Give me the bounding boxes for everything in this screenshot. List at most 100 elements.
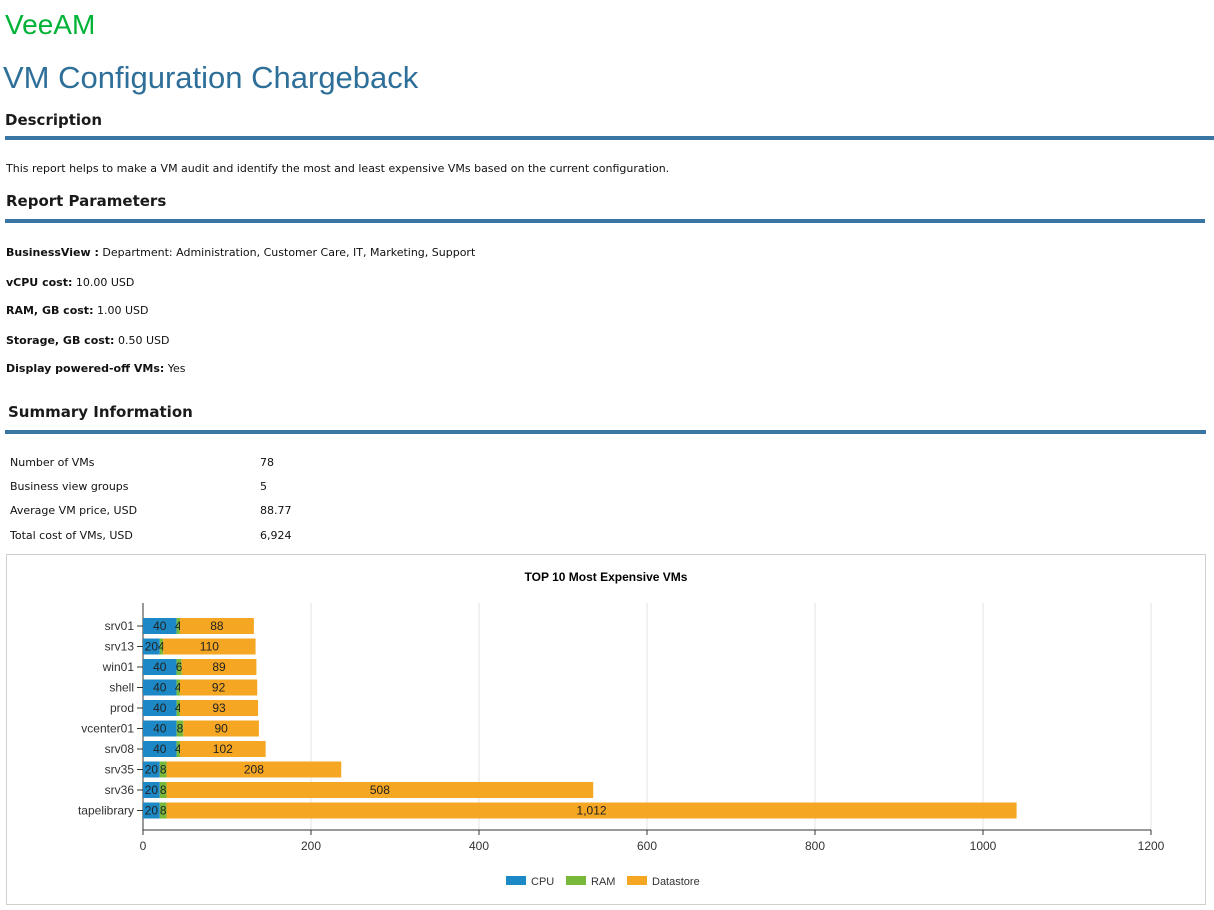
bar-segment-ram [176,720,184,737]
page-title: VM Configuration Chargeback [3,60,419,95]
bar-segment-ram [176,618,180,634]
data-label: 40 [153,619,167,633]
bar-segment-cpu [143,659,177,675]
bar-segment-cpu [143,720,177,737]
summary-divider [5,430,1206,434]
bar-segment-ram [159,782,167,798]
data-label: 4 [175,619,182,633]
x-tick-label: 600 [637,839,657,853]
category-label: shell [109,681,134,695]
summary-label: Average VM price, USD [10,504,138,517]
legend-swatch-ram [566,876,586,885]
top10-expensive-vms-chart: TOP 10 Most Expensive VMs 0 200 400 600 800 10… [78,570,1165,888]
data-label: 208 [244,763,264,777]
category-label: srv36 [105,783,135,797]
param-business-view: BusinessView : Department: Administratio… [6,246,476,259]
bar-segment-datastore [179,679,258,696]
legend-label: RAM [591,876,615,888]
bar-segment-datastore [183,720,259,737]
category-label: srv13 [105,640,135,654]
x-tick-label: 800 [805,839,825,853]
category-label: srv35 [105,763,135,777]
summary-value: 5 [260,480,267,493]
category-label: vcenter01 [81,722,134,736]
bar-segment-datastore [166,802,1017,819]
x-tick-label: 400 [469,839,489,853]
bar-segment-cpu [143,638,160,655]
data-label: 40 [153,722,167,736]
bar-segment-datastore [179,700,259,716]
x-tick-label: 1200 [1138,839,1165,853]
bar-segment-cpu [143,679,177,696]
summary-value: 6,924 [260,529,292,542]
bar-segment-cpu [143,782,160,798]
data-label: 6 [176,660,183,674]
bar-segment-cpu [143,618,177,634]
bar-segment-ram [159,761,167,778]
data-label: 89 [212,660,226,674]
summary-label: Business view groups [10,480,129,493]
data-label: 40 [153,660,167,674]
chart-title: TOP 10 Most Expensive VMs [525,570,688,584]
category-label: win01 [102,660,135,674]
veeam-logo: VeeAM [5,9,96,40]
bar-segment-cpu [143,700,177,716]
data-label: 20 [145,783,159,797]
x-tick-label: 0 [140,839,147,853]
summary-value: 78 [260,456,274,469]
legend-swatch-cpu [506,876,526,885]
report-parameters-heading: Report Parameters [6,192,167,210]
bar-segment-ram [159,638,164,655]
data-label: 8 [177,722,184,736]
data-label: 20 [145,804,159,818]
data-label: 40 [153,701,167,715]
bar-segment-datastore [166,761,342,778]
summary-label: Number of VMs [10,456,95,469]
bar-segment-cpu [143,741,177,757]
description-divider [5,136,1214,140]
report-parameters-divider [5,219,1205,223]
data-label: 93 [212,701,226,715]
data-label: 4 [175,701,182,715]
bar-segment-ram [176,741,180,757]
x-tick-label: 200 [301,839,321,853]
param-powered-off: Display powered-off VMs: Yes [6,362,186,375]
bar-segment-datastore [166,782,594,798]
category-label: srv08 [105,742,135,756]
data-label: 110 [200,640,219,654]
legend-label: CPU [531,876,554,888]
data-label: 88 [210,619,224,633]
x-tick-label: 1000 [970,839,997,853]
param-ram-cost: RAM, GB cost: 1.00 USD [6,304,149,317]
bar-segment-datastore [181,659,257,675]
data-label: 20 [145,640,159,654]
category-label: srv01 [105,619,135,633]
summary-label: Total cost of VMs, USD [10,529,133,542]
data-label: 8 [160,763,167,777]
data-label: 8 [160,804,167,818]
data-label: 40 [153,742,167,756]
data-label: 4 [158,640,165,654]
description-text: This report helps to make a VM audit and… [6,162,670,175]
summary-value: 88.77 [260,504,292,517]
bar-segment-ram [176,659,182,675]
data-label: 1,012 [577,804,607,818]
bar-segment-datastore [179,741,266,757]
data-label: 92 [212,681,226,695]
description-heading: Description [5,111,103,129]
data-label: 4 [175,681,182,695]
data-label: 40 [153,681,167,695]
data-label: 8 [160,783,167,797]
top10-chart-panel: TOP 10 Most Expensive VMs 0 200 400 600 800 10… [6,554,1206,905]
data-label: 20 [145,763,159,777]
category-label: tapelibrary [78,804,134,818]
legend-label: Datastore [652,876,700,888]
bar-segment-ram [176,679,180,696]
bar-segment-cpu [143,802,160,819]
bar-segment-ram [176,700,180,716]
bar-segment-cpu [143,761,160,778]
param-vcpu-cost: vCPU cost: 10.00 USD [6,276,135,289]
legend-swatch-datastore [627,876,647,885]
category-label: prod [110,701,134,715]
data-label: 90 [214,722,228,736]
